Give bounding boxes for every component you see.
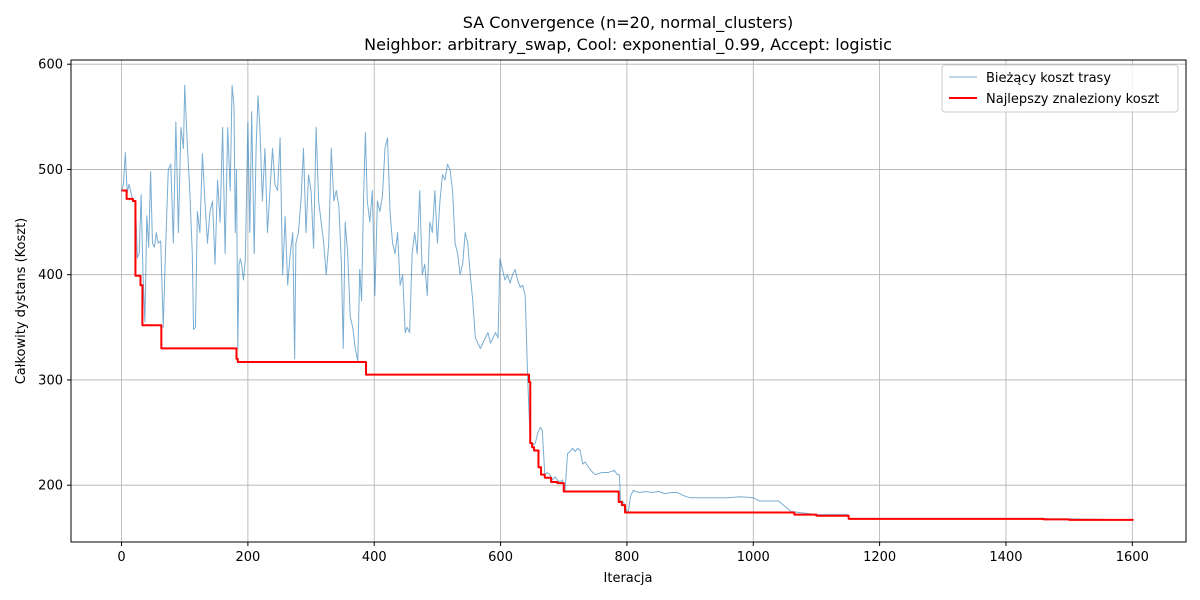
y-axis-label: Całkowity dystans (Koszt) [14, 218, 29, 385]
y-tick-label: 400 [38, 268, 63, 283]
x-tick-label: 600 [488, 550, 513, 565]
x-tick-label: 1200 [863, 550, 896, 565]
x-tick-label: 200 [235, 550, 260, 565]
y-tick-label: 200 [38, 479, 63, 494]
x-tick-label: 1400 [989, 550, 1022, 565]
legend: Bieżący koszt trasy Najlepszy znaleziony… [941, 64, 1179, 113]
y-tick-label: 300 [38, 373, 63, 388]
series-layer [121, 84, 1134, 521]
legend-label-best-cost: Najlepszy znaleziony koszt [986, 92, 1159, 107]
y-axis-ticks: 200 300 400 500 600 [38, 58, 71, 494]
x-gridlines [121, 60, 1133, 542]
legend-box [941, 64, 1179, 113]
x-tick-label: 1600 [1116, 550, 1149, 565]
x-tick-label: 1000 [737, 550, 770, 565]
y-tick-label: 500 [38, 163, 63, 178]
x-axis-label: Iteracja [604, 571, 653, 586]
chart-title: SA Convergence (n=20, normal_clusters) [463, 13, 793, 33]
y-gridlines [71, 63, 1186, 486]
x-tick-label: 800 [615, 550, 640, 565]
series-line-best-cost [121, 189, 1134, 521]
x-tick-label: 0 [117, 550, 125, 565]
x-axis-ticks: 0 200 400 600 800 1000 1200 1400 1600 [117, 542, 1149, 565]
y-tick-label: 600 [38, 58, 63, 73]
legend-label-current-cost: Bieżący koszt trasy [986, 71, 1111, 86]
series-line-current-cost [121, 84, 1134, 521]
x-tick-label: 400 [362, 550, 387, 565]
plot-area-frame [70, 59, 1187, 543]
chart-subtitle: Neighbor: arbitrary_swap, Cool: exponent… [364, 35, 892, 55]
